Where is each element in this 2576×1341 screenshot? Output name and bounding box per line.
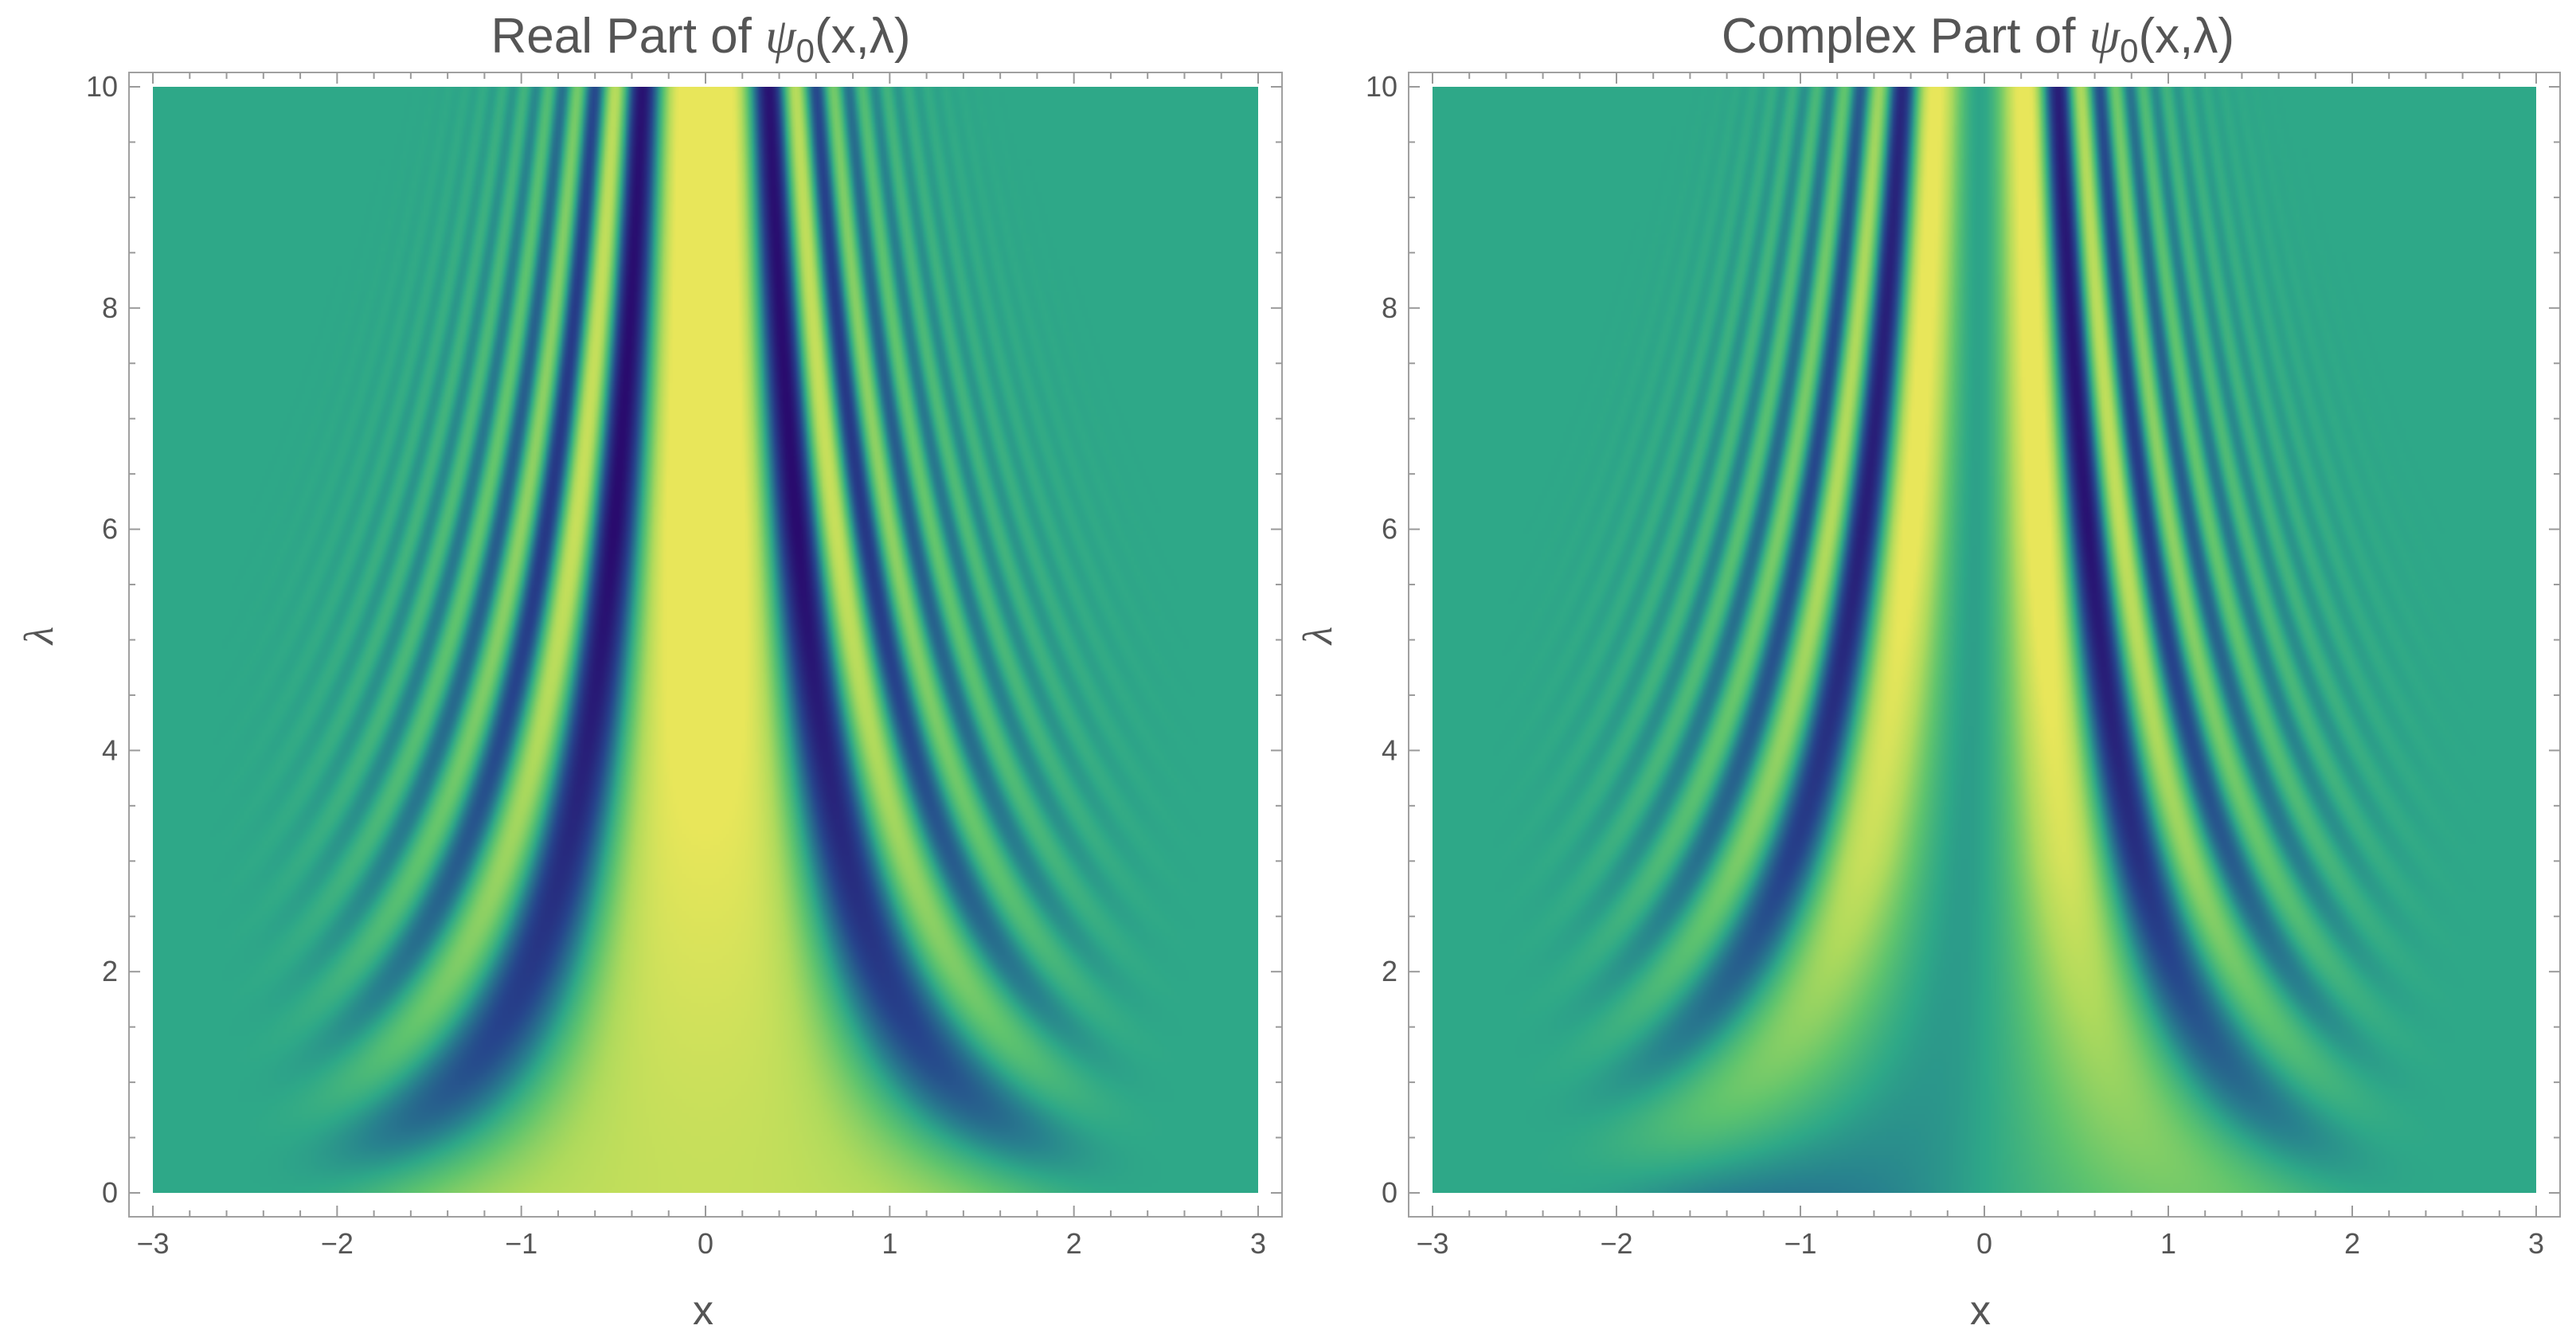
heatmap-real xyxy=(153,87,1258,1193)
y-tick-label: 8 xyxy=(102,291,118,324)
x-tick-label: −3 xyxy=(136,1227,169,1260)
real-part-panel: Real Part of ψ0(x,λ) x λ −3 −2 −1 0 1 2 3 0 2 4 6 8… xyxy=(17,9,1283,1334)
x-tick-label: 2 xyxy=(2344,1227,2360,1260)
y-tick-label: 4 xyxy=(1382,733,1397,766)
y-axis-label-real: λ xyxy=(17,627,62,647)
chart-title-complex: Complex Part of ψ0(x,λ) xyxy=(1722,9,2234,69)
x-tick-label: −2 xyxy=(321,1227,354,1260)
x-tick-label: −3 xyxy=(1416,1227,1448,1260)
y-tick-label: 0 xyxy=(102,1176,118,1209)
chart-title-real: Real Part of ψ0(x,λ) xyxy=(491,9,910,69)
x-tick-label: −2 xyxy=(1600,1227,1632,1260)
x-tick-label: 3 xyxy=(1250,1227,1266,1260)
y-tick-label: 6 xyxy=(102,513,118,545)
y-tick-label: 4 xyxy=(102,733,118,766)
y-tick-label: 6 xyxy=(1382,513,1397,545)
x-tick-label: −1 xyxy=(505,1227,537,1260)
x-axis-label-real: x xyxy=(693,1288,713,1334)
y-tick-label: 8 xyxy=(1382,291,1397,324)
x-tick-label: 1 xyxy=(2160,1227,2176,1260)
x-tick-label: 1 xyxy=(881,1227,897,1260)
y-tick-label: 2 xyxy=(102,955,118,987)
x-tick-label: 0 xyxy=(698,1227,713,1260)
y-axis-label-complex: λ xyxy=(1296,627,1341,647)
x-tick-label: 0 xyxy=(1976,1227,1992,1260)
x-tick-label: 3 xyxy=(2528,1227,2544,1260)
complex-part-panel: Complex Part of ψ0(x,λ) x λ −3 −2 −1 0 1 2 3 0 2… xyxy=(1296,9,2561,1334)
x-tick-label: −1 xyxy=(1784,1227,1816,1260)
x-axis-label-complex: x xyxy=(1970,1288,1991,1334)
y-tick-label: 2 xyxy=(1382,955,1397,987)
y-tick-label: 0 xyxy=(1382,1176,1397,1209)
y-tick-label: 10 xyxy=(86,70,118,103)
heatmap-imag xyxy=(1433,87,2536,1193)
x-tick-label: 2 xyxy=(1066,1227,1082,1260)
y-tick-label: 10 xyxy=(1366,70,1397,103)
